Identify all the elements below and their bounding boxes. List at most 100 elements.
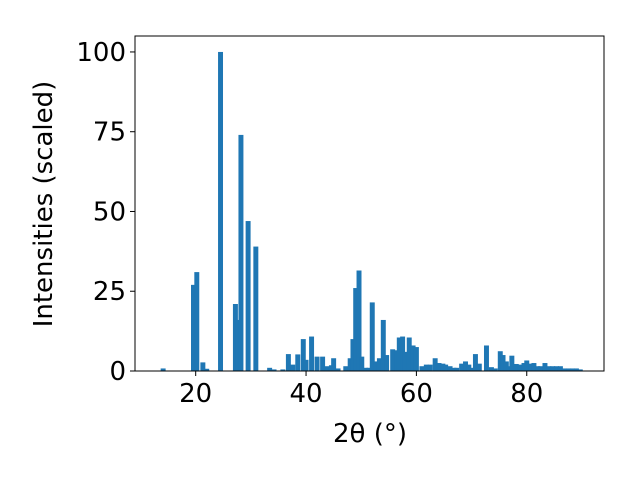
bar (550, 366, 556, 371)
bar (454, 367, 460, 371)
bar (363, 367, 369, 371)
bar (423, 364, 429, 371)
plot-frame (134, 35, 605, 372)
bar (447, 366, 453, 371)
bar (331, 358, 337, 371)
bar (295, 354, 301, 371)
bar (191, 284, 196, 371)
bar (356, 270, 362, 371)
bar (369, 302, 375, 371)
bar (566, 368, 572, 371)
bar (561, 368, 567, 371)
bar (373, 361, 379, 371)
bar (488, 367, 494, 371)
bar (218, 51, 224, 371)
bar (538, 366, 544, 371)
bar (347, 358, 353, 371)
bar (359, 356, 365, 371)
bar (463, 361, 468, 371)
bar (513, 363, 519, 371)
bar (470, 367, 476, 371)
bar (509, 355, 515, 371)
bar (466, 364, 472, 371)
bar (280, 369, 286, 371)
bar (500, 355, 506, 371)
bar (303, 359, 309, 371)
bar (440, 363, 446, 371)
bar (204, 368, 210, 371)
x-tick-label: 60 (400, 379, 433, 409)
y-tick-label: 0 (109, 357, 126, 387)
bar (238, 134, 244, 371)
bar (384, 355, 390, 371)
x-tick-label: 80 (510, 379, 543, 409)
bar (320, 356, 326, 371)
bar (427, 364, 433, 371)
y-tick-label: 75 (93, 118, 126, 148)
bar (573, 368, 579, 371)
bar (472, 354, 478, 371)
bar (324, 366, 330, 371)
bar (443, 364, 449, 371)
bar (394, 350, 400, 371)
bar (232, 304, 238, 371)
bar (245, 221, 251, 371)
bar (200, 362, 206, 371)
bar (451, 367, 457, 371)
bar (309, 336, 315, 371)
bar (476, 363, 482, 371)
bar (570, 368, 576, 371)
bar (542, 363, 548, 371)
bar (531, 363, 537, 371)
bar (503, 361, 509, 371)
y-tick-label: 50 (93, 197, 126, 227)
bar (380, 319, 386, 371)
bar (432, 358, 438, 371)
bar (353, 288, 359, 371)
bar (290, 364, 296, 371)
bar (350, 339, 356, 371)
y-tick-label: 25 (93, 277, 126, 307)
bar (194, 272, 200, 371)
bar (300, 339, 306, 371)
bar (285, 354, 291, 371)
bar (521, 363, 527, 371)
bar (577, 369, 583, 371)
x-axis-label: 2θ (°) (333, 419, 407, 449)
bar (528, 363, 534, 371)
x-tick-label: 20 (179, 379, 212, 409)
y-axis-label: Intensities (scaled) (29, 81, 59, 328)
bar (160, 368, 166, 371)
bar (406, 337, 412, 371)
bar (483, 345, 489, 371)
bar (506, 366, 512, 371)
bar (492, 368, 498, 371)
bar (459, 363, 465, 371)
bar (235, 319, 241, 371)
x-tick-label: 40 (290, 379, 323, 409)
bar (517, 364, 523, 371)
bar (546, 366, 552, 371)
bar (267, 367, 273, 371)
bar (343, 366, 349, 371)
bar (524, 360, 530, 371)
bar (400, 336, 406, 371)
bar (410, 345, 416, 371)
bar (335, 368, 341, 371)
bar (436, 363, 442, 371)
bar (376, 358, 382, 371)
bar (390, 349, 396, 371)
bar (535, 366, 541, 371)
bar (366, 367, 372, 371)
bar (497, 351, 503, 371)
bar (396, 337, 402, 371)
bar (413, 347, 419, 371)
bar (557, 366, 563, 371)
bar (554, 366, 560, 371)
bar (402, 351, 408, 371)
bar (271, 369, 277, 371)
bar (253, 246, 259, 371)
bar (314, 356, 320, 371)
